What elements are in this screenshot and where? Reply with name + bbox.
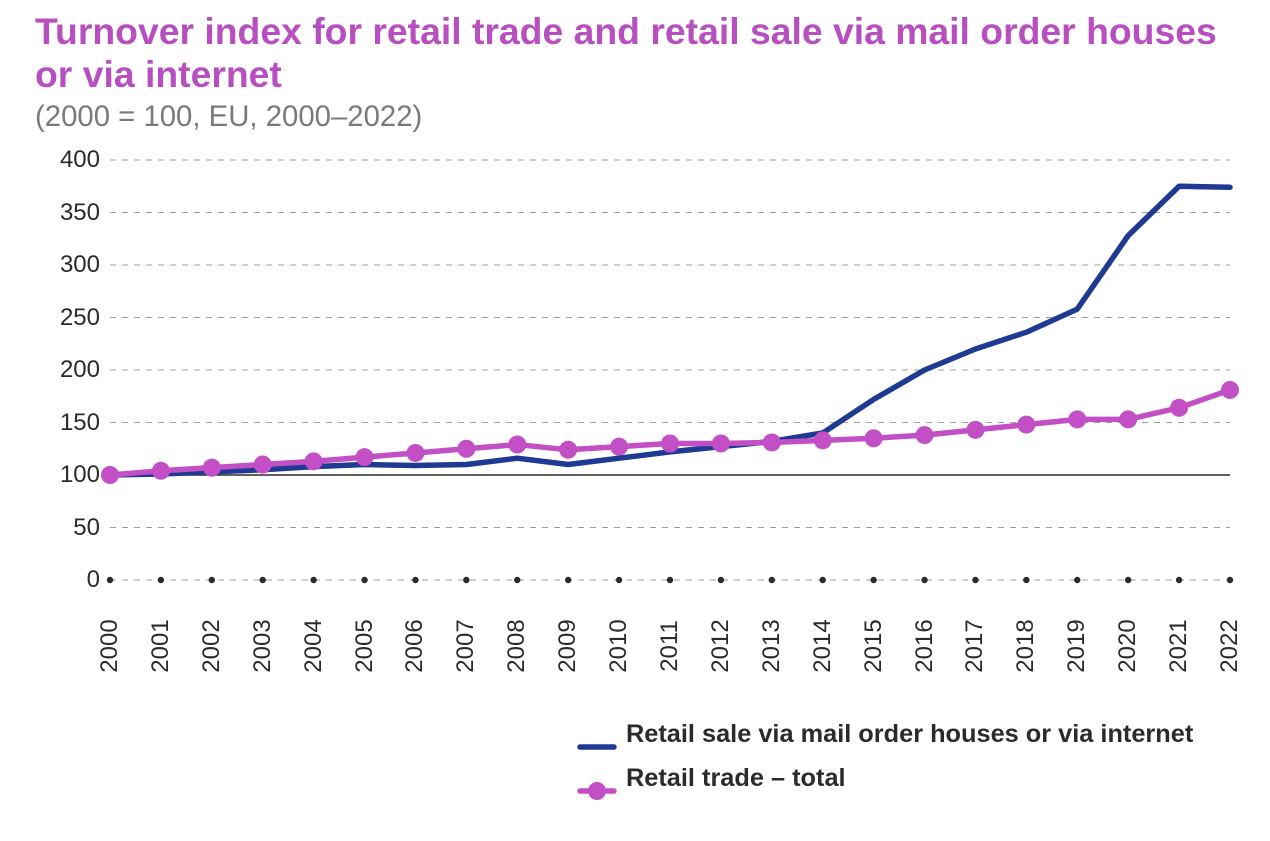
x-tick-label: 2020 [1114, 619, 1142, 672]
series-line-internet [110, 186, 1230, 475]
x-tick-label: 2015 [860, 619, 888, 672]
series-marker-retail_total [457, 440, 475, 458]
legend-label: Retail trade – total [626, 764, 846, 793]
series-marker-retail_total [508, 436, 526, 454]
series-marker-retail_total [1017, 416, 1035, 434]
x-tick-dot [310, 577, 316, 583]
x-tick-dot [870, 577, 876, 583]
x-tick-dot [514, 577, 520, 583]
x-tick-dot [565, 577, 571, 583]
x-tick-dot [769, 577, 775, 583]
legend-label: Retail sale via mail order houses or via… [626, 720, 1193, 749]
x-tick-label: 2009 [554, 619, 582, 672]
x-tick-dot [972, 577, 978, 583]
x-tick-label: 2011 [656, 620, 684, 672]
series-marker-retail_total [305, 452, 323, 470]
x-tick-label: 2003 [249, 619, 277, 672]
x-tick-label: 2022 [1216, 619, 1244, 672]
series-line-retail_total [110, 390, 1230, 475]
x-tick-label: 2019 [1063, 619, 1091, 672]
x-tick-label: 2002 [198, 619, 226, 672]
x-tick-dot [718, 577, 724, 583]
x-tick-label: 2004 [300, 619, 328, 672]
x-tick-label: 2021 [1165, 619, 1193, 672]
x-tick-dot [1176, 577, 1182, 583]
x-tick-dot [260, 577, 266, 583]
series-marker-retail_total [203, 459, 221, 477]
x-tick-label: 2018 [1012, 619, 1040, 672]
series-marker-retail_total [406, 444, 424, 462]
legend-item-internet: Retail sale via mail order houses or via… [580, 720, 1193, 749]
y-tick-label: 0 [40, 566, 100, 594]
series-marker-retail_total [610, 438, 628, 456]
series-marker-retail_total [356, 448, 374, 466]
chart-container: Turnover index for retail trade and reta… [0, 0, 1270, 841]
series-marker-retail_total [1119, 410, 1137, 428]
series-marker-retail_total [966, 421, 984, 439]
legend-item-retail_total: Retail trade – total [580, 764, 846, 793]
series-marker-retail_total [865, 429, 883, 447]
x-tick-dot [1125, 577, 1131, 583]
x-tick-label: 2008 [503, 619, 531, 672]
series-marker-retail_total [101, 466, 119, 484]
x-tick-dot [921, 577, 927, 583]
x-tick-dot [463, 577, 469, 583]
series-marker-retail_total [916, 426, 934, 444]
x-tick-dot [616, 577, 622, 583]
x-tick-label: 2013 [758, 619, 786, 672]
x-tick-dot [1227, 577, 1233, 583]
x-tick-dot [412, 577, 418, 583]
series-marker-retail_total [1170, 399, 1188, 417]
series-marker-retail_total [254, 456, 272, 474]
x-tick-label: 2010 [605, 619, 633, 672]
x-tick-label: 2001 [147, 619, 175, 672]
y-tick-label: 50 [40, 514, 100, 542]
x-tick-dot [667, 577, 673, 583]
x-tick-dot [209, 577, 215, 583]
x-tick-label: 2012 [707, 619, 735, 672]
series-marker-retail_total [712, 435, 730, 453]
series-marker-retail_total [559, 441, 577, 459]
x-tick-label: 2005 [351, 619, 379, 672]
chart-plot-area [0, 0, 1270, 841]
x-tick-dot [158, 577, 164, 583]
x-tick-dot [820, 577, 826, 583]
x-tick-label: 2006 [401, 619, 429, 672]
y-tick-label: 250 [40, 304, 100, 332]
x-tick-dot [107, 577, 113, 583]
series-marker-retail_total [814, 431, 832, 449]
y-tick-label: 150 [40, 409, 100, 437]
x-tick-label: 2016 [911, 619, 939, 672]
x-tick-dot [1023, 577, 1029, 583]
series-marker-retail_total [661, 435, 679, 453]
series-marker-retail_total [1221, 381, 1239, 399]
x-tick-label: 2017 [961, 619, 989, 672]
y-tick-label: 400 [40, 146, 100, 174]
y-tick-label: 200 [40, 356, 100, 384]
x-tick-dot [361, 577, 367, 583]
x-tick-label: 2014 [809, 619, 837, 672]
x-tick-label: 2007 [452, 619, 480, 672]
x-tick-label: 2000 [96, 619, 124, 672]
x-tick-dot [1074, 577, 1080, 583]
y-tick-label: 300 [40, 251, 100, 279]
series-marker-retail_total [1068, 410, 1086, 428]
y-tick-label: 350 [40, 199, 100, 227]
y-tick-label: 100 [40, 461, 100, 489]
series-marker-retail_total [152, 462, 170, 480]
series-marker-retail_total [763, 433, 781, 451]
